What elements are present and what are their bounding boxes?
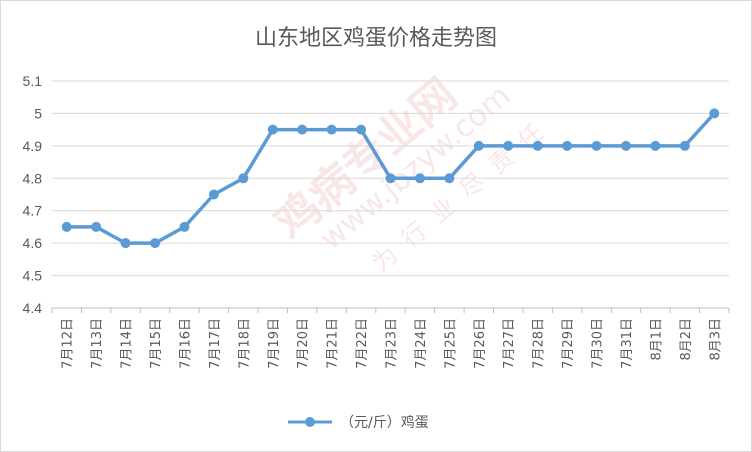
data-point (150, 238, 161, 249)
x-tick-label: 7月17日 (208, 318, 223, 369)
data-point (444, 173, 455, 184)
y-tick-label: 5.1 (23, 73, 43, 89)
x-tick-label: 7月24日 (414, 318, 429, 369)
x-tick-label: 7月22日 (355, 318, 370, 369)
data-point (385, 173, 396, 184)
data-point (473, 140, 484, 151)
data-point (267, 124, 278, 135)
legend-marker (305, 417, 315, 427)
y-tick-label: 4.6 (23, 235, 43, 251)
y-axis: 4.4 4.5 4.6 4.7 4.8 4.9 5 5.1 (23, 73, 43, 316)
data-point (679, 140, 690, 151)
x-tick-label: 7月13日 (90, 318, 105, 369)
data-point (591, 140, 602, 151)
data-point (208, 189, 219, 200)
x-tick-label: 7月31日 (620, 318, 635, 369)
y-tick-label: 4.8 (23, 170, 43, 186)
data-point (120, 238, 131, 249)
data-point (238, 173, 249, 184)
data-point (503, 140, 514, 151)
x-tick-label: 7月14日 (120, 318, 135, 369)
x-tick-label: 8月2日 (679, 318, 694, 361)
data-point (326, 124, 337, 135)
x-tick-label: 7月16日 (178, 318, 193, 369)
y-tick-label: 4.9 (23, 138, 43, 154)
data-point (709, 108, 720, 119)
x-tick-label: 7月20日 (296, 318, 311, 369)
data-point (297, 124, 308, 135)
series-layer (61, 108, 720, 249)
x-tick-label: 7月12日 (61, 318, 76, 369)
data-point (91, 221, 102, 232)
x-tick-label: 7月21日 (326, 318, 341, 369)
x-tick-label: 7月27日 (502, 318, 517, 369)
y-tick-label: 4.7 (23, 203, 43, 219)
x-tick-label: 7月29日 (561, 318, 576, 369)
x-tick-label: 8月3日 (708, 318, 723, 361)
data-point (356, 124, 367, 135)
chart-title: 山东地区鸡蛋价格走势图 (255, 26, 497, 51)
x-axis: 7月12日 7月13日 7月14日 7月15日 7月16日 7月17日 7月18日 7月19日… (51, 308, 730, 369)
x-tick-label: 7月23日 (385, 318, 400, 369)
data-point (650, 140, 661, 151)
y-tick-label: 5 (34, 105, 42, 121)
legend: （元/斤）鸡蛋 (288, 414, 429, 431)
x-tick-label: 7月15日 (149, 318, 164, 369)
y-tick-label: 4.5 (23, 268, 43, 284)
x-tick-label: 7月28日 (532, 318, 547, 369)
data-point (620, 140, 631, 151)
x-tick-label: 7月18日 (237, 318, 252, 369)
x-tick-label: 7月25日 (443, 318, 458, 369)
data-point (562, 140, 573, 151)
data-point (532, 140, 543, 151)
data-point (179, 221, 190, 232)
y-tick-label: 4.4 (23, 300, 43, 316)
x-tick-label: 7月26日 (473, 318, 488, 369)
x-tick-label: 7月30日 (591, 318, 606, 369)
legend-label: （元/斤）鸡蛋 (340, 414, 429, 431)
x-tick-label: 7月19日 (267, 318, 282, 369)
data-point (61, 221, 72, 232)
x-tick-label: 8月1日 (649, 318, 664, 361)
data-point (414, 173, 425, 184)
